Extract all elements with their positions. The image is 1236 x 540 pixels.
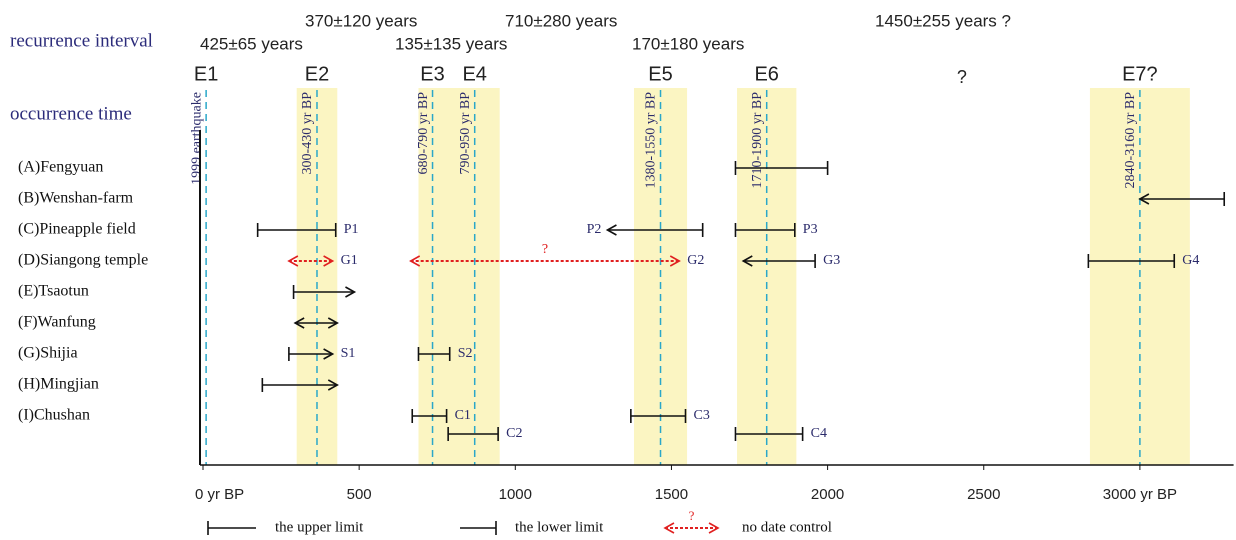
interval	[288, 347, 335, 361]
interval	[417, 347, 451, 361]
site-name: (E)Tsaotun	[18, 283, 89, 300]
site-name: (H)Mingjian	[18, 376, 99, 393]
event-name: E2	[305, 63, 329, 85]
interval	[287, 255, 335, 267]
interval-label: C4	[811, 426, 827, 441]
x-tick-label: 1000	[499, 486, 532, 503]
arrow-head	[605, 224, 617, 236]
interval-label: G2	[687, 253, 704, 268]
interval	[630, 409, 687, 423]
interval	[447, 427, 499, 441]
interval-label: S2	[458, 346, 473, 361]
x-tick-label: 1500	[655, 486, 688, 503]
interval	[1138, 192, 1226, 206]
arrow-head	[293, 317, 305, 329]
arrow-head	[323, 255, 335, 267]
event-date: 790-950 yr BP	[458, 92, 473, 175]
site-name: (B)Wenshan-farm	[18, 190, 134, 207]
site-name: (C)Pineapple field	[18, 221, 136, 238]
arrow-head	[1138, 193, 1150, 205]
site-name: (G)Shijia	[18, 345, 78, 362]
interval-label: P2	[587, 222, 602, 237]
interval-label: C1	[455, 408, 471, 423]
event-name: E5	[648, 63, 672, 85]
interval-label: S1	[341, 346, 356, 361]
legend-label: the upper limit	[275, 519, 364, 535]
interval	[293, 317, 339, 329]
interval	[292, 285, 357, 299]
event-date: 1380-1550 yr BP	[644, 92, 659, 189]
event-date: 1710-1900 yr BP	[750, 92, 765, 189]
legend-symbol	[207, 521, 256, 535]
interval	[409, 255, 681, 267]
site-name: (A)Fengyuan	[18, 159, 103, 176]
interval	[605, 223, 704, 237]
legend-symbol	[460, 521, 497, 535]
event-date: 2840-3160 yr BP	[1123, 92, 1138, 189]
site-name: (D)Siangong temple	[18, 252, 148, 269]
occurrence-heading: occurrence time	[10, 103, 132, 124]
event-date: 680-790 yr BP	[416, 92, 431, 175]
site-name: (F)Wanfung	[18, 314, 96, 331]
legend-label: the lower limit	[515, 519, 604, 535]
event-name: E1	[194, 63, 218, 85]
x-tick-label: 2000	[811, 486, 844, 503]
recurrence-label: 170±180 years	[632, 34, 744, 53]
arrow-head	[741, 255, 753, 267]
recurrence-label: 135±135 years	[395, 34, 507, 53]
event-name: E3	[420, 63, 444, 85]
legend-note: ?	[689, 508, 695, 523]
x-tick-label: 2500	[967, 486, 1000, 503]
interval	[256, 223, 337, 237]
x-tick-label: 500	[347, 486, 372, 503]
interval	[734, 223, 796, 237]
arrow-head	[409, 255, 421, 267]
interval	[734, 161, 829, 175]
interval-label: G4	[1182, 253, 1199, 268]
recurrence-label: 1450±255 years ?	[875, 11, 1011, 30]
recurrence-label: 370±120 years	[305, 11, 417, 30]
event-band	[418, 88, 455, 465]
interval-label: G1	[341, 253, 358, 268]
interval-label: G3	[823, 253, 840, 268]
event-name: E7?	[1122, 63, 1158, 85]
interval-label: P1	[344, 222, 359, 237]
recurrence-heading: recurrence interval	[10, 30, 153, 51]
x-tick-label: 0 yr BP	[195, 486, 244, 503]
arrow-head	[287, 255, 299, 267]
event-date: 1999 earthquake	[189, 92, 204, 185]
arrow-head	[323, 348, 335, 360]
recurrence-label: 425±65 years	[200, 34, 303, 53]
interval-label: C2	[506, 426, 522, 441]
interval-label: C3	[694, 408, 710, 423]
interval	[741, 254, 816, 268]
interval-note: ?	[542, 242, 548, 257]
legend-symbol	[663, 522, 720, 534]
arrow-head	[708, 522, 720, 534]
interval	[411, 409, 448, 423]
legend-label: no date control	[742, 519, 832, 535]
event-name: E4	[462, 63, 486, 85]
interval	[261, 378, 339, 392]
event-name: E6	[754, 63, 778, 85]
arrow-head	[663, 522, 675, 534]
x-tick-label: 3000 yr BP	[1103, 486, 1177, 503]
site-name: (I)Chushan	[18, 407, 90, 424]
arrow-head	[327, 379, 339, 391]
interval	[1087, 254, 1176, 268]
unknown-event: ?	[957, 67, 967, 87]
recurrence-label: 710±280 years	[505, 11, 617, 30]
interval-label: P3	[803, 222, 818, 237]
arrow-head	[345, 286, 357, 298]
arrow-head	[327, 317, 339, 329]
event-date: 300-430 yr BP	[300, 92, 315, 175]
arrow-head	[669, 255, 681, 267]
interval	[734, 427, 804, 441]
